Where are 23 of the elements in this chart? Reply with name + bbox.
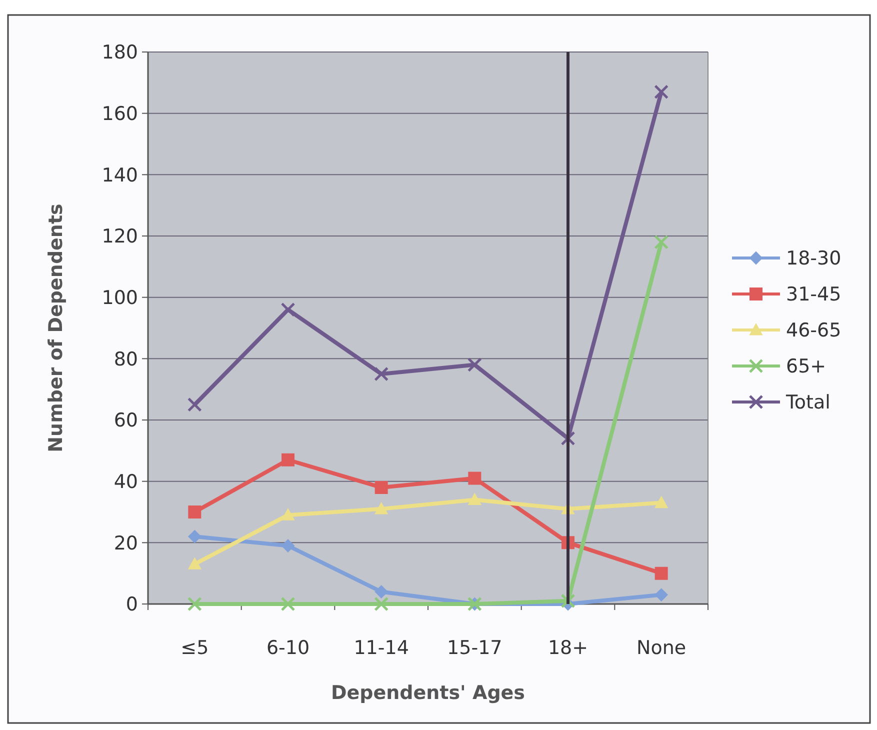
- y-tick-label: 160: [102, 102, 138, 125]
- x-tick-label: 6-10: [266, 637, 310, 659]
- y-axis-title: Number of Dependents: [45, 204, 67, 452]
- x-tick-label: None: [636, 637, 686, 659]
- x-axis-title: Dependents' Ages: [330, 682, 526, 704]
- y-tick-label: 60: [114, 410, 138, 432]
- y-tick-label: 100: [102, 286, 138, 309]
- legend-label: Total: [785, 392, 830, 414]
- x-tick-label: 18+: [548, 637, 588, 659]
- y-tick-label: 180: [102, 42, 138, 64]
- y-tick-label: 80: [114, 348, 138, 370]
- y-tick-label: 20: [114, 532, 138, 554]
- legend-label: 31-45: [786, 284, 842, 306]
- y-tick-label: 140: [102, 164, 138, 186]
- legend-label: 18-30: [786, 248, 842, 270]
- y-tick-label: 0: [126, 594, 138, 616]
- y-tick-label: 120: [102, 226, 138, 248]
- y-tick-label: 40: [114, 470, 138, 493]
- x-tick-label: 11-14: [354, 637, 409, 659]
- legend-label: 46-65: [786, 320, 842, 342]
- x-tick-label: ≤5: [180, 637, 209, 659]
- legend-label: 65+: [786, 356, 826, 378]
- x-tick-label: 15-17: [447, 637, 502, 659]
